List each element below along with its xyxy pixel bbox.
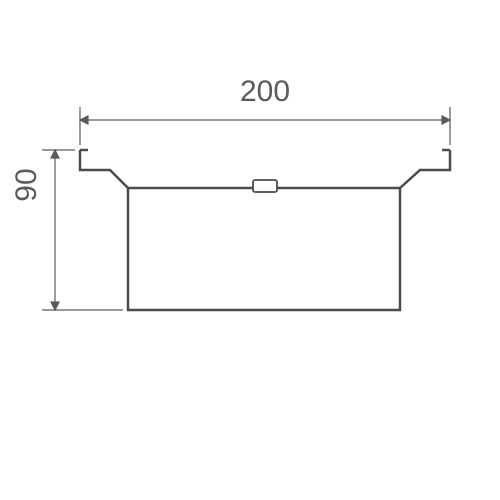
height-dimension-label: 90 (10, 155, 44, 215)
width-dimension-label: 200 (240, 75, 290, 109)
technical-drawing: 200 90 (0, 0, 500, 500)
dimension-height (42, 150, 123, 310)
part-outline (80, 150, 450, 310)
dimension-width (80, 107, 450, 145)
